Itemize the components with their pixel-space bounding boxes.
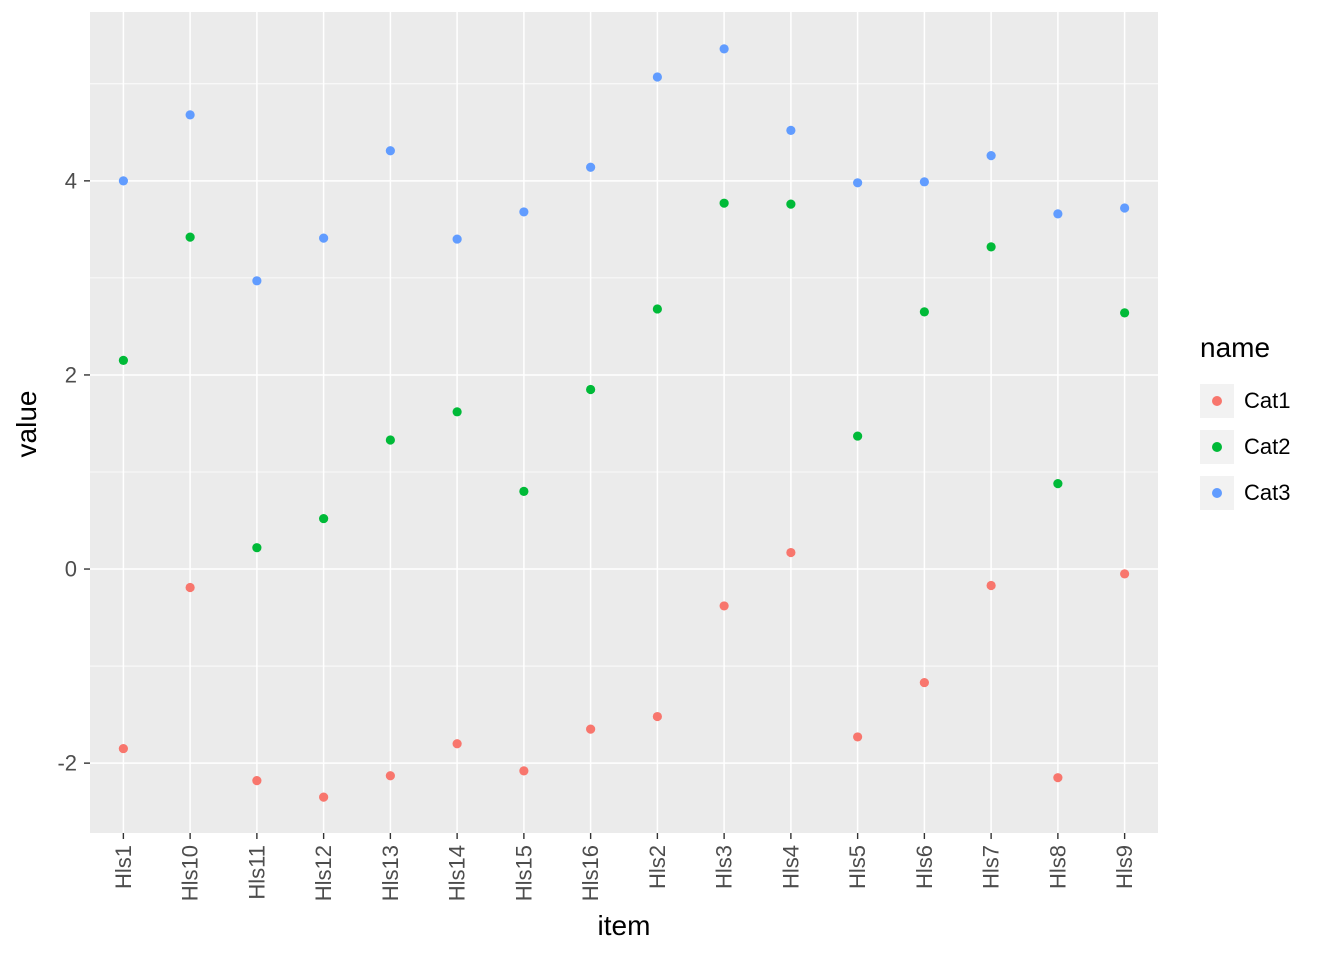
data-point-cat2 <box>319 513 329 524</box>
y-tick-label: -2 <box>57 751 77 776</box>
data-point-cat2 <box>853 431 863 441</box>
y-axis-title: value <box>11 390 42 458</box>
legend-item-cat3: Cat3 <box>1200 476 1290 510</box>
data-point-cat1 <box>586 724 596 734</box>
data-point-cat1 <box>719 601 729 611</box>
data-point-cat3 <box>1120 203 1130 213</box>
x-tick-label: Hls1 <box>111 845 136 889</box>
data-point-cat3 <box>719 44 729 54</box>
x-tick-label: Hls11 <box>244 845 269 900</box>
data-point-cat1 <box>1120 569 1130 579</box>
data-point-cat1 <box>185 582 195 593</box>
data-point-cat2 <box>986 242 996 252</box>
legend-label: Cat3 <box>1244 480 1291 505</box>
data-point-cat1 <box>986 580 996 591</box>
data-point-cat3 <box>319 233 329 243</box>
data-point-cat2 <box>252 543 262 553</box>
panel-background <box>90 12 1158 833</box>
legend-item-cat2: Cat2 <box>1200 430 1290 464</box>
data-point-cat3 <box>919 177 929 187</box>
data-point-cat2 <box>118 355 128 365</box>
data-point-cat3 <box>853 178 863 188</box>
data-point-cat1 <box>652 711 662 722</box>
legend-title: name <box>1200 332 1271 363</box>
data-point-cat2 <box>919 307 929 317</box>
x-tick-label: Hls16 <box>578 845 603 901</box>
x-tick-label: Hls13 <box>378 845 403 901</box>
x-tick-label: Hls10 <box>178 845 203 901</box>
x-tick-label: Hls12 <box>311 845 336 901</box>
data-point-cat3 <box>185 110 195 120</box>
data-point-cat2 <box>452 407 462 417</box>
x-axis-title: item <box>597 910 651 941</box>
legend-key <box>1200 476 1234 510</box>
legend-key <box>1200 430 1234 464</box>
legend-point-icon <box>1212 396 1222 406</box>
data-point-cat1 <box>319 792 329 802</box>
data-point-cat3 <box>1053 209 1063 219</box>
data-point-cat1 <box>1053 773 1063 783</box>
data-point-cat1 <box>452 739 462 749</box>
data-point-cat2 <box>385 435 395 445</box>
legend-items: Cat1 Cat2 Cat3 <box>1200 384 1290 510</box>
legend-point-icon <box>1212 488 1222 498</box>
data-point-cat2 <box>786 199 796 209</box>
x-tick-label: Hls14 <box>445 845 470 901</box>
legend-item-cat1: Cat1 <box>1200 384 1290 418</box>
data-point-cat3 <box>452 234 462 244</box>
data-point-cat1 <box>786 547 796 558</box>
legend: name Cat1 Cat2 Cat3 <box>1200 332 1290 522</box>
x-tick-label: Hls3 <box>712 845 737 889</box>
data-point-cat3 <box>986 151 996 161</box>
data-point-cat2 <box>652 304 662 314</box>
data-point-cat1 <box>252 775 262 786</box>
data-point-cat1 <box>919 677 929 688</box>
x-tick-label: Hls7 <box>979 845 1004 889</box>
data-point-cat1 <box>385 771 395 781</box>
legend-label: Cat1 <box>1244 388 1291 413</box>
data-point-cat3 <box>385 146 395 156</box>
data-point-cat2 <box>1053 479 1063 489</box>
x-tick-label: Hls5 <box>845 845 870 889</box>
x-tick-label: Hls9 <box>1112 845 1137 889</box>
data-point-cat1 <box>519 766 529 776</box>
legend-key <box>1200 384 1234 418</box>
data-point-cat3 <box>652 72 662 82</box>
x-tick-label: Hls15 <box>511 845 536 901</box>
data-point-cat2 <box>519 486 529 497</box>
y-tick-label: 0 <box>65 557 77 582</box>
data-point-cat3 <box>118 176 128 186</box>
x-tick-label: Hls6 <box>912 845 937 889</box>
legend-label: Cat2 <box>1244 434 1291 459</box>
y-tick-label: 2 <box>65 362 77 387</box>
data-point-cat3 <box>786 125 796 135</box>
data-point-cat3 <box>586 162 596 172</box>
data-point-cat2 <box>586 384 596 395</box>
legend-point-icon <box>1212 442 1222 452</box>
data-point-cat1 <box>853 732 863 742</box>
x-tick-label: Hls2 <box>645 845 670 889</box>
data-point-cat1 <box>118 743 128 754</box>
data-point-cat2 <box>185 232 195 242</box>
y-tick-label: 4 <box>65 168 77 193</box>
data-point-cat2 <box>719 198 729 208</box>
data-point-cat3 <box>519 207 529 217</box>
data-point-cat2 <box>1120 308 1130 318</box>
x-tick-label: Hls4 <box>778 845 803 889</box>
data-point-cat3 <box>252 276 262 286</box>
x-tick-label: Hls8 <box>1045 845 1070 889</box>
